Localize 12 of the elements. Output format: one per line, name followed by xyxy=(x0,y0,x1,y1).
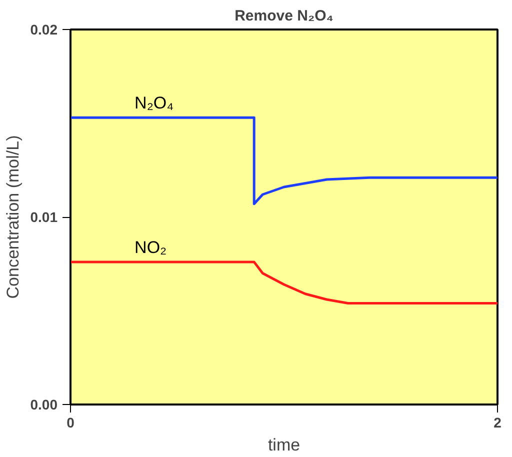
annotation: N₂O₄ xyxy=(134,94,174,113)
line-series xyxy=(70,116,498,206)
y-axis-title: Concentration (mol/L) xyxy=(3,135,22,299)
y-tick-label: 0.02 xyxy=(30,22,58,38)
x-tick-label: 2 xyxy=(494,414,502,430)
x-axis-title: time xyxy=(268,436,300,454)
y-tick-label: 0.00 xyxy=(30,396,58,412)
chart-title: Remove N₂O₄ xyxy=(234,8,334,24)
x-tick-label: 0 xyxy=(66,414,75,430)
y-tick-label: 0.01 xyxy=(30,209,58,225)
annotation: NO₂ xyxy=(134,238,167,257)
line-series xyxy=(70,260,498,304)
